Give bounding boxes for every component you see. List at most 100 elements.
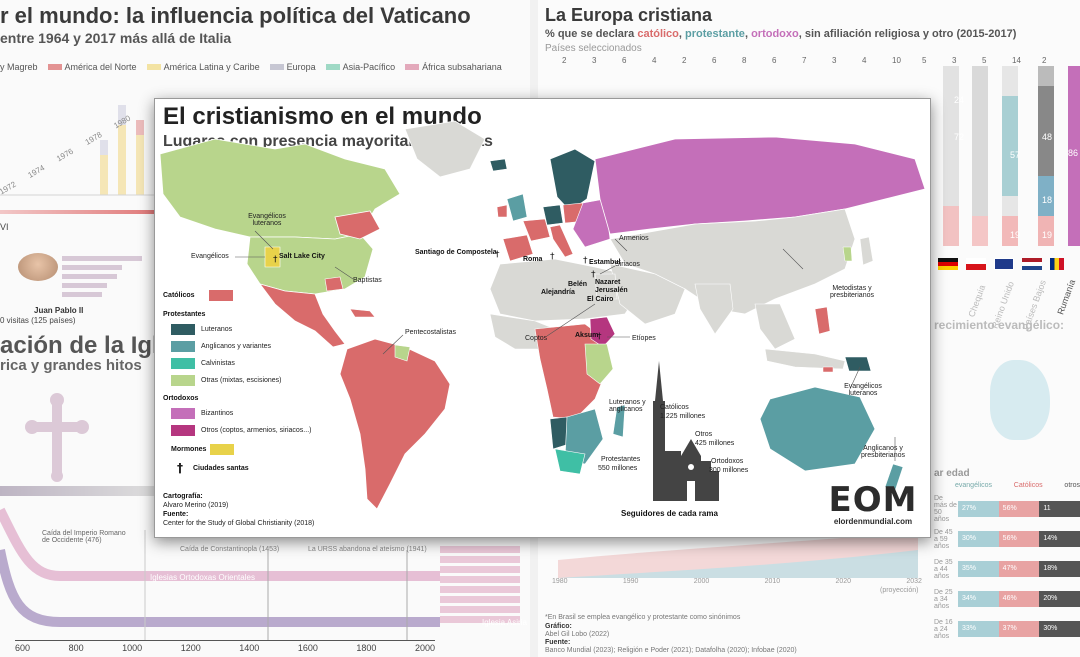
- top-number: 3: [592, 56, 597, 65]
- age-row-cell: 11: [1039, 501, 1080, 517]
- church-diagram: [653, 361, 719, 501]
- bar-value: 57: [1010, 150, 1021, 160]
- age-row-label: De 45 a 59 años: [934, 528, 953, 550]
- holy-city-marker: †: [550, 252, 555, 262]
- age-row-cell: 30%: [1039, 621, 1080, 637]
- age-row: De 25 a 34 años 34% 46% 20%: [934, 584, 1080, 614]
- top-number: 4: [652, 56, 657, 65]
- age-row-cell: 35%: [958, 561, 999, 577]
- followers-orthodox-value: 300 millones: [709, 467, 749, 474]
- age-row-cell: 34%: [958, 591, 999, 607]
- legend-other-protestants: Otras (mixtas, escisiones): [171, 375, 282, 386]
- legend-catholics: Católicos: [163, 290, 239, 301]
- legend-other-orthodox: Otros (coptos, armenios, siriacos...): [171, 425, 311, 436]
- age-row-cell: 30%: [958, 531, 999, 547]
- eom-logo: EOM elordenmundial.com: [823, 483, 923, 526]
- age-row-cell: 56%: [998, 501, 1040, 517]
- pope-name: Juan Pablo II: [34, 306, 84, 315]
- ethiopia-shape: [589, 316, 616, 348]
- followers-others: Otros: [695, 431, 713, 438]
- age-row-label: De 35 a 44 años: [934, 558, 953, 580]
- russia-shape: [594, 136, 926, 235]
- age-row-cell: 47%: [998, 561, 1040, 577]
- age-row-cell: 27%: [958, 501, 999, 517]
- iceland-shape: [489, 158, 508, 172]
- scandinavia-shape: [549, 148, 596, 212]
- followers-others-value: 425 millones: [695, 440, 735, 447]
- label-salt-lake-city: Salt Lake City: [279, 253, 325, 260]
- legend-orthodox-head: Ortodoxos: [163, 395, 199, 402]
- label-aksum: Aksum: [575, 332, 599, 339]
- label-baptistas: Baptistas: [353, 277, 382, 284]
- age-row-cell: 33%: [958, 621, 999, 637]
- bar-value: 19: [1010, 230, 1021, 240]
- timeline-label-urss: La URSS abandona el ateísmo (1941): [308, 546, 427, 553]
- age-row-cell: 20%: [1039, 591, 1080, 607]
- label-luteranos-anglicanos: Luteranos y anglicanos: [609, 399, 646, 413]
- top-number: 5: [922, 56, 927, 65]
- catholic-swatch: [208, 290, 233, 301]
- flags-row: [938, 258, 1064, 270]
- top-number: 14: [1012, 56, 1021, 65]
- followers-caption: Seguidores de cada rama: [621, 509, 718, 518]
- legend-calvinists: Calvinistas: [171, 358, 235, 369]
- bg-right-title: La Europa cristiana: [545, 5, 713, 25]
- bg-right-subtitle: % que se declara católico, protestante, …: [545, 28, 1017, 40]
- bg-right-age-head: ar edad: [934, 468, 970, 479]
- age-row: De 16 a 24 años 33% 37% 30%: [934, 614, 1080, 644]
- age-row: De 45 a 59 años 30% 56% 14%: [934, 524, 1080, 554]
- label-belen: Belén: [568, 281, 588, 288]
- timeline-label-asiria: Iglesia Asiria: [482, 618, 527, 627]
- caribbean-shape: [349, 308, 376, 318]
- bg-right-bars: [943, 66, 1080, 246]
- legend-item: y Magreb: [0, 62, 38, 72]
- mexico-shape: [258, 283, 346, 348]
- top-number: 6: [622, 56, 627, 65]
- flag-netherlands-icon: [1022, 258, 1042, 270]
- age-row-cell: 46%: [998, 591, 1040, 607]
- top-number: 4: [862, 56, 867, 65]
- label-el-cairo: El Cairo: [587, 296, 614, 303]
- legend-item: Asia-Pacífico: [325, 62, 395, 72]
- age-table: De más de 50 años 27% 56% 11 De 45 a 59 años…: [934, 494, 1080, 644]
- bg-right-fuente: Fuente:: [545, 639, 571, 646]
- timor-shape: [822, 366, 834, 373]
- legend-lutherans: Luteranos: [171, 324, 232, 335]
- timeline-label-rome: Caída del Imperio Romano de Occidente (4…: [42, 530, 126, 544]
- top-number: 5: [982, 56, 987, 65]
- korea-shape: [842, 246, 853, 262]
- legend-item: América Latina y Caribe: [146, 62, 260, 72]
- age-row: De 35 a 44 años 35% 47% 18%: [934, 554, 1080, 584]
- label-evangelicos-luteranos-png: Evangélicos luteranos: [844, 383, 882, 397]
- flag-czechia-icon: [966, 258, 986, 270]
- label-estambul: Estambul: [589, 259, 621, 266]
- iberia-shape: [502, 234, 534, 262]
- legend-byzantine: Bizantinos: [171, 408, 233, 419]
- holy-city-marker: †: [597, 332, 602, 342]
- indonesia-shape: [764, 348, 846, 370]
- timeline-chart: [0, 507, 520, 640]
- bg-right-footnote: *En Brasil se emplea evangélico y protes…: [545, 614, 741, 621]
- label-coptos: Coptos: [525, 335, 548, 342]
- cross-icon: †: [177, 461, 183, 475]
- madagascar-shape: [612, 404, 626, 438]
- label-jerusalen: Jerusalén: [595, 287, 628, 294]
- timeline-label-constantinople: Caída de Constantinopla (1453): [180, 546, 280, 553]
- map-card: El cristianismo en el mundo Lugares con …: [154, 98, 931, 538]
- east-africa-shape: [584, 343, 614, 385]
- cartography-value: Alvaro Merino (2019): [163, 502, 229, 509]
- ireland-shape: [496, 204, 508, 218]
- bg-right-axis-note: (proyección): [880, 587, 919, 594]
- italy-shape: [549, 224, 574, 258]
- top-number: 3: [832, 56, 837, 65]
- legend-holy-cities: † Ciudades santas: [177, 461, 249, 475]
- bar-value: 19: [1042, 230, 1053, 240]
- png-shape: [844, 356, 872, 372]
- label-nazaret: Nazaret: [595, 279, 621, 286]
- bg-right-area-chart: [558, 532, 918, 578]
- label-anglicanos-presbiterianos: Anglicanos y presbiterianos: [861, 445, 905, 459]
- quebec-shape: [334, 210, 381, 240]
- top-number: 7: [802, 56, 807, 65]
- louisiana-shape: [324, 276, 344, 292]
- label-roma: Roma: [523, 256, 543, 263]
